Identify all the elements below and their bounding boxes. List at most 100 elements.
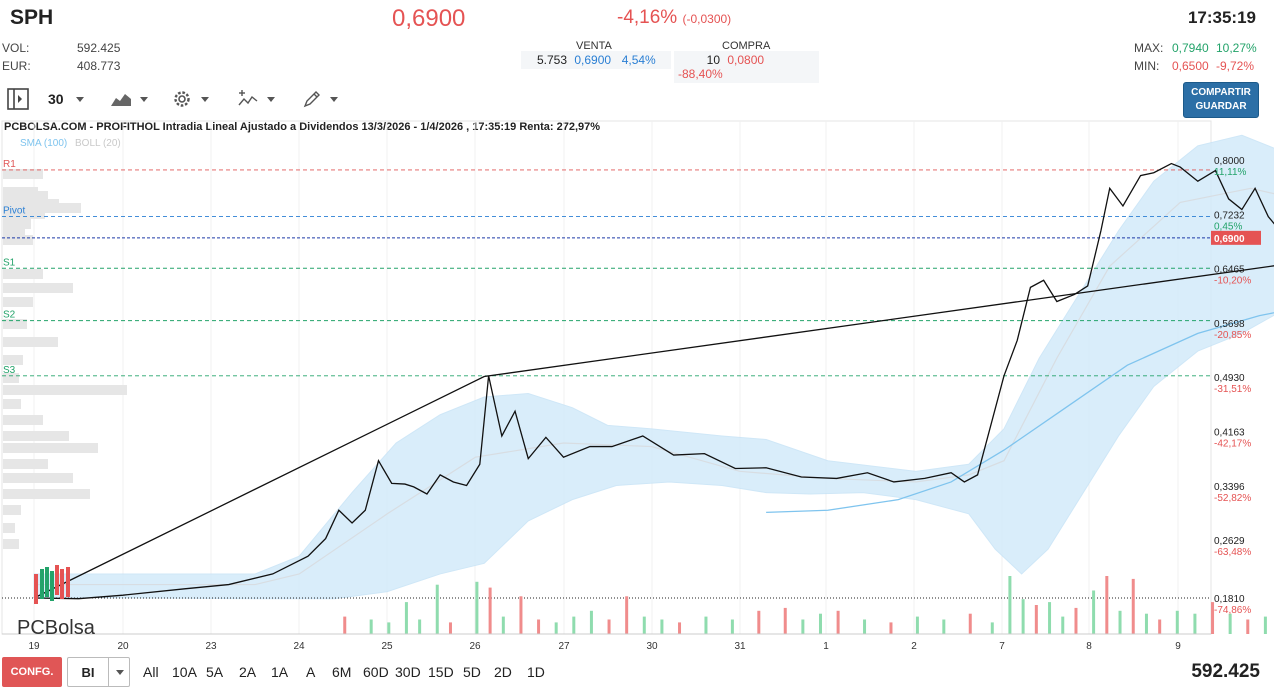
volume-bar xyxy=(1211,602,1215,634)
trend-line xyxy=(33,265,1274,599)
period-2d[interactable]: 2D xyxy=(494,664,512,680)
max-pct: 10,27% xyxy=(1216,41,1257,55)
y-tick-label: 0,3396 xyxy=(1214,482,1245,493)
compra-qty: 10 xyxy=(706,53,720,67)
max-label: MAX: xyxy=(1134,41,1164,55)
period-2a[interactable]: 2A xyxy=(239,664,257,680)
volume-bar xyxy=(589,610,593,634)
pencil-icon xyxy=(303,91,320,108)
volume-bar xyxy=(572,616,576,634)
period-6m[interactable]: 6M xyxy=(332,664,352,680)
min-label: MIN: xyxy=(1134,59,1160,73)
volume-bar xyxy=(757,610,761,634)
x-tick-label: 31 xyxy=(734,641,746,652)
volume-bar xyxy=(730,619,734,634)
volume-bar xyxy=(1228,613,1232,634)
volume-bar xyxy=(404,602,408,634)
volume-bar xyxy=(1061,616,1065,634)
volume-bar xyxy=(519,596,523,634)
vol-label: VOL: xyxy=(2,41,30,55)
period-60d[interactable]: 60D xyxy=(363,664,389,680)
volume-bar xyxy=(343,616,347,634)
price-line xyxy=(33,162,1274,600)
y-tick-pct: -10,20% xyxy=(1214,276,1251,287)
volume-bar xyxy=(1144,613,1148,634)
volume-bar xyxy=(607,619,611,634)
period-15d[interactable]: 15D xyxy=(428,664,454,680)
bollinger-middle-line xyxy=(34,187,1274,586)
volume-bar xyxy=(501,616,505,634)
volume-bar xyxy=(642,616,646,634)
y-tick-pct: -63,48% xyxy=(1214,547,1251,558)
x-tick-label: 1 xyxy=(823,641,829,652)
panel-toggle-icon xyxy=(7,88,29,110)
volume-bar xyxy=(1021,599,1025,634)
volume-bar xyxy=(435,584,439,634)
price-change: -4,16% (-0,0300) xyxy=(617,7,731,29)
x-tick-label: 19 xyxy=(28,641,40,652)
volume-bar xyxy=(1092,590,1096,634)
x-tick-label: 27 xyxy=(558,641,570,652)
volume-profile-bar xyxy=(3,539,19,549)
volume-profile-bar xyxy=(3,319,27,329)
change-pct: -4,16% xyxy=(617,7,678,28)
volume-bar xyxy=(1034,605,1038,634)
volume-profile-bar xyxy=(3,169,43,179)
period-a[interactable]: A xyxy=(306,664,316,680)
y-tick-pct: -42,17% xyxy=(1214,439,1251,450)
change-abs: (-0,0300) xyxy=(682,12,732,26)
period-value: 30 xyxy=(48,91,64,107)
venta-label: VENTA xyxy=(576,40,612,52)
volume-bar xyxy=(942,619,946,634)
period-5a[interactable]: 5A xyxy=(206,664,224,680)
period-select[interactable]: 30 xyxy=(48,86,84,112)
config-button[interactable]: CONFG. xyxy=(2,657,62,687)
volume-bar xyxy=(915,616,919,634)
volume-bar xyxy=(488,587,492,634)
volume-bar xyxy=(678,622,682,634)
volume-bar xyxy=(836,610,840,634)
chart-type-button[interactable] xyxy=(110,86,148,112)
settings-button[interactable] xyxy=(171,86,209,112)
period-10a[interactable]: 10A xyxy=(172,664,197,680)
sma-line xyxy=(766,312,1274,514)
venta-pct: 4,54% xyxy=(621,53,656,67)
volume-bar xyxy=(554,622,558,634)
volume-bar xyxy=(1246,619,1250,634)
level-label-s1: S1 xyxy=(3,257,16,268)
save-label: GUARDAR xyxy=(1195,101,1247,112)
quote-time: 17:35:19 xyxy=(1187,8,1256,27)
venta-qty: 5.753 xyxy=(536,53,567,67)
volume-bar xyxy=(1118,610,1122,634)
chevron-down-icon xyxy=(267,96,275,102)
current-price-badge xyxy=(1211,230,1261,245)
period-30d[interactable]: 30D xyxy=(395,664,421,680)
total-volume: 592.425 xyxy=(1191,661,1260,682)
logo-candle xyxy=(50,571,54,601)
period-1d[interactable]: 1D xyxy=(527,664,545,680)
period-5d[interactable]: 5D xyxy=(463,664,481,680)
share-label: COMPARTIR xyxy=(1191,87,1251,98)
compra-label: COMPRA xyxy=(722,40,771,52)
volume-bar xyxy=(818,613,822,634)
volume-bar xyxy=(863,619,867,634)
x-tick-label: 24 xyxy=(293,641,305,652)
volume-bar xyxy=(1263,616,1267,634)
chevron-down-icon xyxy=(330,96,338,102)
volume-profile-bar xyxy=(3,399,21,409)
period-all[interactable]: All xyxy=(143,664,159,680)
current-price-label: 0,6900 xyxy=(1214,234,1245,245)
volume-profile-bar xyxy=(3,443,98,453)
compra-price: 0,0800 xyxy=(727,53,765,67)
period-1a[interactable]: 1A xyxy=(271,664,289,680)
y-tick-pct: -20,85% xyxy=(1214,330,1251,341)
panel-toggle-button[interactable] xyxy=(6,86,30,112)
volume-bar xyxy=(475,581,479,634)
indicators-button[interactable] xyxy=(237,86,275,112)
draw-tools-button[interactable] xyxy=(302,86,338,112)
min-pct: -9,72% xyxy=(1216,59,1255,73)
share-save-button[interactable]: COMPARTIR GUARDAR xyxy=(1183,82,1259,118)
chart-mode-select[interactable]: BI xyxy=(67,657,130,687)
volume-bar xyxy=(1048,602,1052,634)
